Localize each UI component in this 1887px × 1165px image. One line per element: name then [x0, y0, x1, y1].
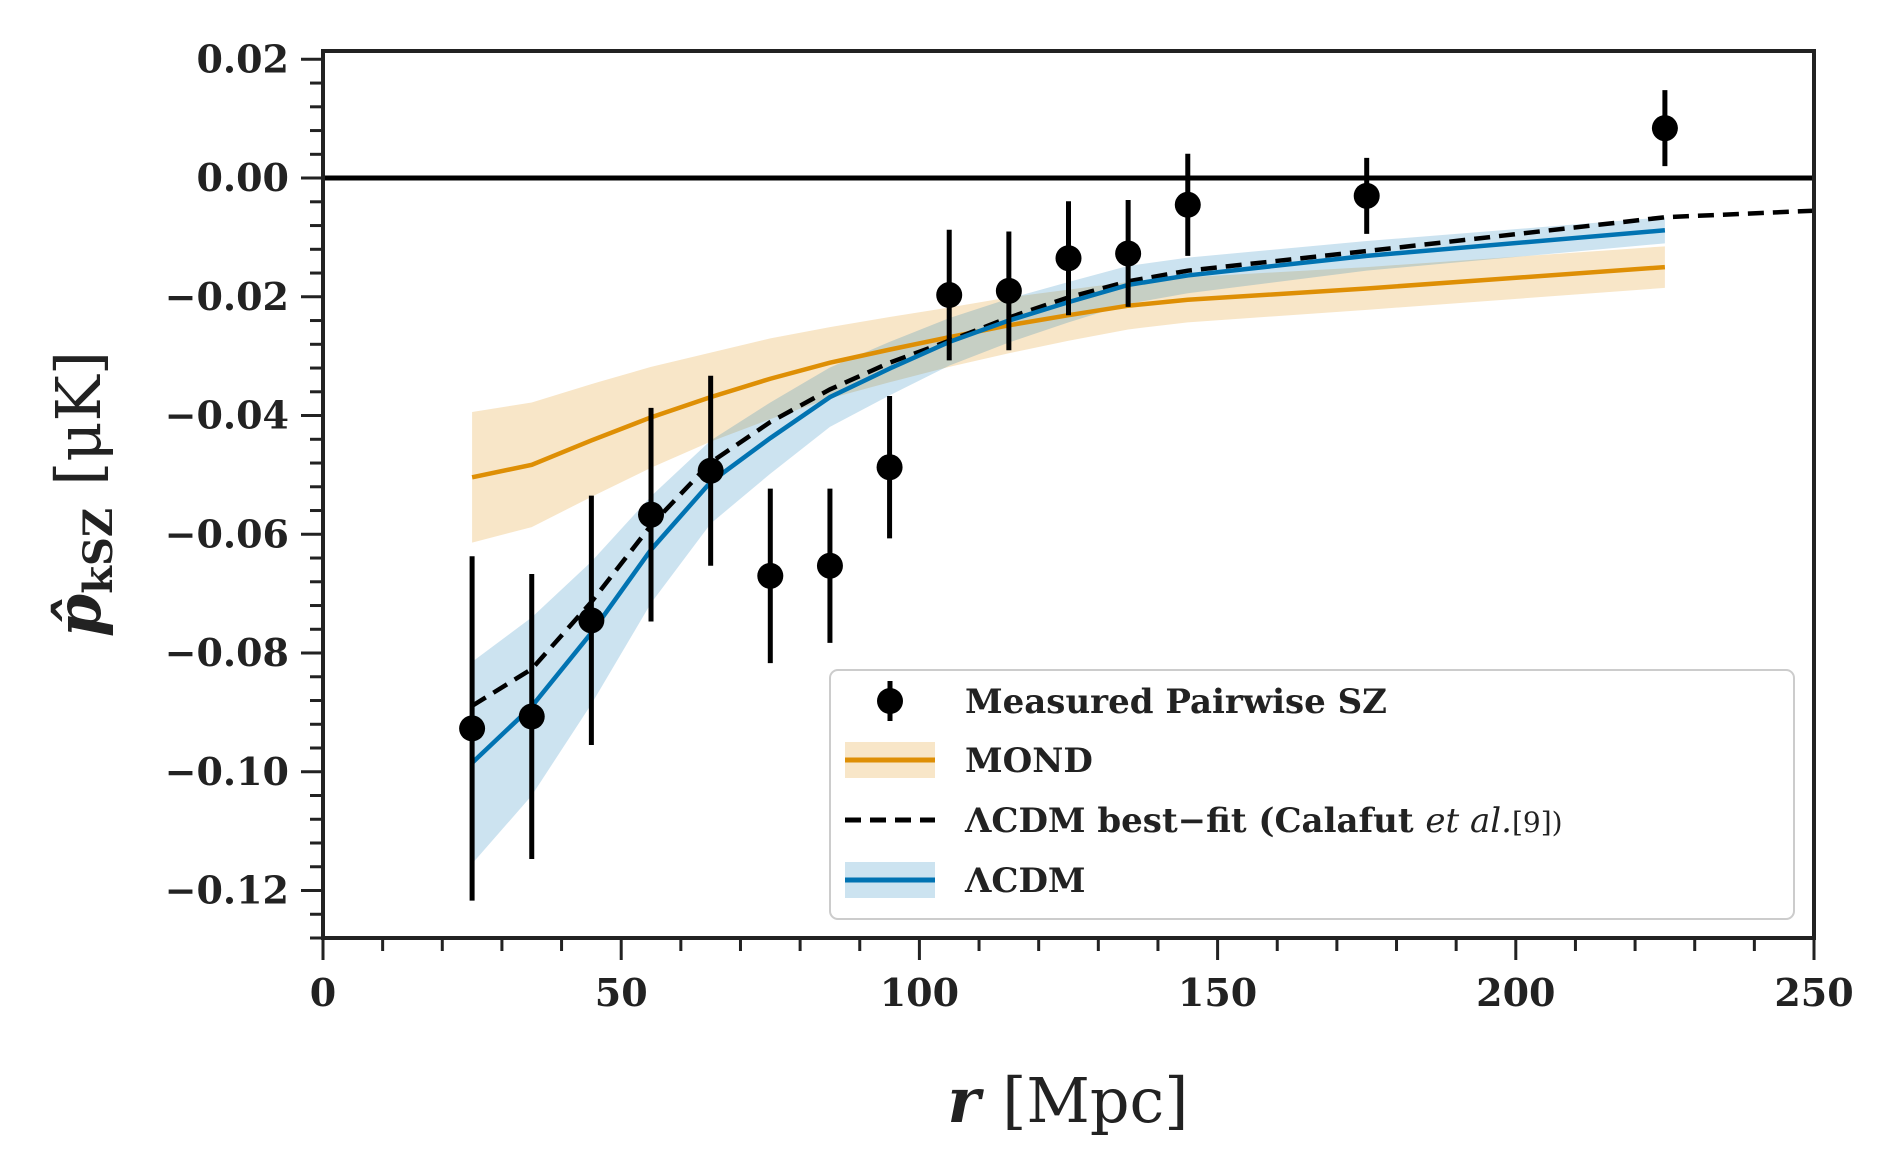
x-tick-label: 250 [1774, 970, 1853, 1015]
measured-point [459, 715, 486, 742]
measured-point [1651, 115, 1678, 142]
measured-point [757, 562, 784, 589]
lcdm-line [470, 228, 1666, 765]
measured-points [459, 90, 1678, 901]
y-tick-label: −0.08 [165, 630, 289, 675]
x-tick-label: 200 [1476, 970, 1555, 1015]
y-tick-label: 0.02 [196, 36, 289, 81]
measured-point [936, 282, 963, 309]
measured-point [518, 703, 545, 730]
y-tick-label: −0.02 [165, 274, 289, 319]
measured-point [1055, 245, 1082, 272]
y-axis-label: p̂kSZ[μK] [42, 351, 122, 637]
legend-label-lcdm: ΛCDM [964, 861, 1086, 901]
measured-point [578, 607, 605, 634]
measured-point [1174, 191, 1201, 218]
measured-point [1353, 182, 1380, 209]
mond-line [471, 264, 1666, 480]
x-tick-label: 100 [880, 970, 959, 1015]
x-tick-label: 150 [1178, 970, 1257, 1015]
legend-label-bestfit: ΛCDM best−fit (Calafut et al.[9]) [964, 801, 1563, 841]
legend: Measured Pairwise SZ MOND ΛCDM best−fit … [829, 669, 1795, 920]
measured-point [638, 501, 665, 528]
model-lines [323, 175, 1815, 765]
x-tick-label: 0 [310, 970, 336, 1015]
legend-label-measured: Measured Pairwise SZ [965, 682, 1387, 722]
measured-point [995, 277, 1022, 304]
x-tick-label: 50 [595, 970, 648, 1015]
measured-point [697, 457, 724, 484]
legend-label-mond: MOND [965, 741, 1093, 781]
lcdm-bestfit-line [470, 208, 1815, 708]
y-tick-label: −0.12 [165, 868, 289, 913]
measured-point [876, 454, 903, 481]
legend-box [829, 669, 1795, 920]
measured-point [1115, 240, 1142, 267]
measured-point [816, 552, 843, 579]
y-tick-label: −0.10 [165, 749, 289, 794]
axes: 0 50 100 150 200 250 0.02 0.00 −0.02 −0.04 −0.06 −0… [165, 36, 1854, 1015]
y-tick-label: −0.06 [165, 511, 289, 556]
y-tick-label: −0.04 [165, 393, 289, 438]
x-axis-label: r [Mpc] [948, 1064, 1189, 1137]
legend-marker-measured [877, 688, 903, 714]
y-tick-label: 0.00 [196, 155, 289, 200]
plot-frame [321, 49, 1816, 940]
